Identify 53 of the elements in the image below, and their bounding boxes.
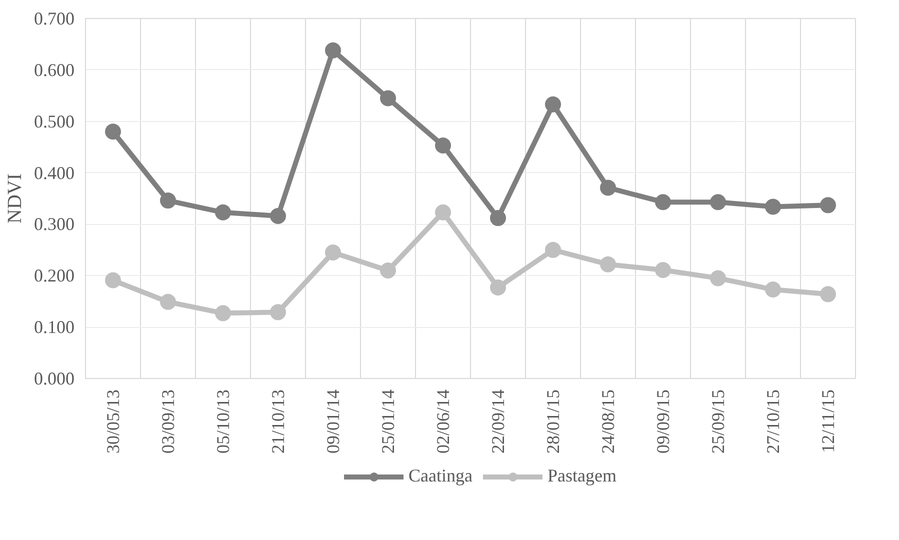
x-tick-label: 30/05/13 <box>103 389 123 454</box>
x-tick-label: 25/09/15 <box>708 389 728 454</box>
point <box>215 305 231 322</box>
point <box>325 244 341 260</box>
point <box>820 197 836 214</box>
x-tick-label: 21/10/13 <box>268 389 288 454</box>
point <box>545 242 561 258</box>
point <box>765 282 781 298</box>
y-tick-label: 0.200 <box>34 266 74 286</box>
point <box>105 272 121 288</box>
legend-label: Caatinga <box>408 466 472 486</box>
y-tick-label: 0.400 <box>34 162 74 183</box>
x-tick-label: 03/09/13 <box>158 389 178 454</box>
x-tick-label: 09/01/14 <box>323 389 343 454</box>
y-tick-label: 0.500 <box>34 111 74 132</box>
y-tick-label: 0.600 <box>34 60 74 80</box>
point <box>490 210 506 226</box>
y-axis-title: NDVI <box>4 173 26 224</box>
x-tick-label: 22/09/14 <box>488 389 508 454</box>
point <box>710 270 726 286</box>
point <box>545 96 561 112</box>
point <box>435 204 451 220</box>
y-tick-label: 0.000 <box>34 368 74 388</box>
y-tick-label: 0.300 <box>34 214 74 234</box>
point <box>435 138 451 154</box>
point <box>325 42 341 58</box>
x-tick-label: 27/10/15 <box>763 389 783 454</box>
x-tick-label: 25/01/14 <box>378 389 398 454</box>
point <box>380 262 396 278</box>
x-tick-label: 09/09/15 <box>653 389 673 454</box>
point <box>160 192 176 209</box>
point <box>655 194 671 210</box>
point <box>380 90 396 106</box>
x-tick-label: 24/08/15 <box>598 389 618 454</box>
x-tick-label: 05/10/13 <box>213 389 233 454</box>
point <box>600 256 616 272</box>
point <box>490 279 506 296</box>
point <box>765 198 781 215</box>
point <box>160 294 176 310</box>
point <box>215 204 231 220</box>
point <box>710 194 726 210</box>
y-tick-label: 0.100 <box>34 317 74 338</box>
point <box>270 208 286 224</box>
x-tick-label: 12/11/15 <box>818 389 838 453</box>
y-tick-label: 0.700 <box>34 8 74 28</box>
point <box>105 124 121 140</box>
x-tick-label: 02/06/14 <box>433 389 453 454</box>
point <box>820 286 836 302</box>
point <box>600 180 616 196</box>
x-tick-label: 28/01/15 <box>543 389 563 454</box>
point <box>655 262 671 278</box>
legend-label: Pastagem <box>547 466 616 486</box>
point <box>270 304 286 320</box>
